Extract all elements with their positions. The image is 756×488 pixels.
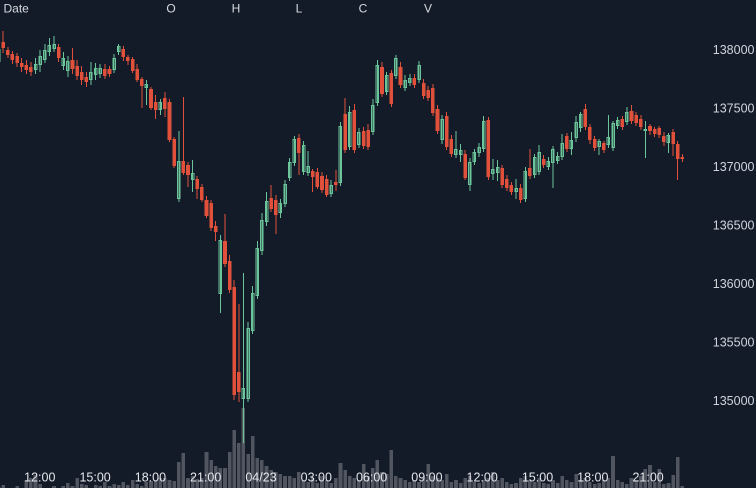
- svg-text:H: H: [232, 2, 241, 16]
- svg-text:21:00: 21:00: [632, 471, 663, 485]
- svg-text:04/23: 04/23: [245, 471, 276, 485]
- svg-text:136500: 136500: [713, 219, 755, 233]
- svg-text:12:00: 12:00: [467, 471, 498, 485]
- svg-text:O: O: [166, 2, 175, 16]
- svg-text:138000: 138000: [713, 43, 755, 57]
- svg-text:Date: Date: [4, 2, 30, 16]
- svg-text:136000: 136000: [713, 277, 755, 291]
- svg-text:L: L: [296, 2, 303, 16]
- svg-text:18:00: 18:00: [135, 471, 166, 485]
- svg-text:18:00: 18:00: [577, 471, 608, 485]
- svg-text:135500: 135500: [713, 335, 755, 349]
- svg-text:15:00: 15:00: [522, 471, 553, 485]
- svg-text:12:00: 12:00: [24, 471, 55, 485]
- svg-text:09:00: 09:00: [411, 471, 442, 485]
- svg-text:C: C: [359, 2, 368, 16]
- svg-text:06:00: 06:00: [356, 471, 387, 485]
- svg-text:137500: 137500: [713, 102, 755, 116]
- svg-text:03:00: 03:00: [301, 471, 332, 485]
- svg-text:V: V: [424, 2, 432, 16]
- svg-text:21:00: 21:00: [190, 471, 221, 485]
- svg-text:135000: 135000: [713, 394, 755, 408]
- svg-text:15:00: 15:00: [79, 471, 110, 485]
- svg-text:137000: 137000: [713, 160, 755, 174]
